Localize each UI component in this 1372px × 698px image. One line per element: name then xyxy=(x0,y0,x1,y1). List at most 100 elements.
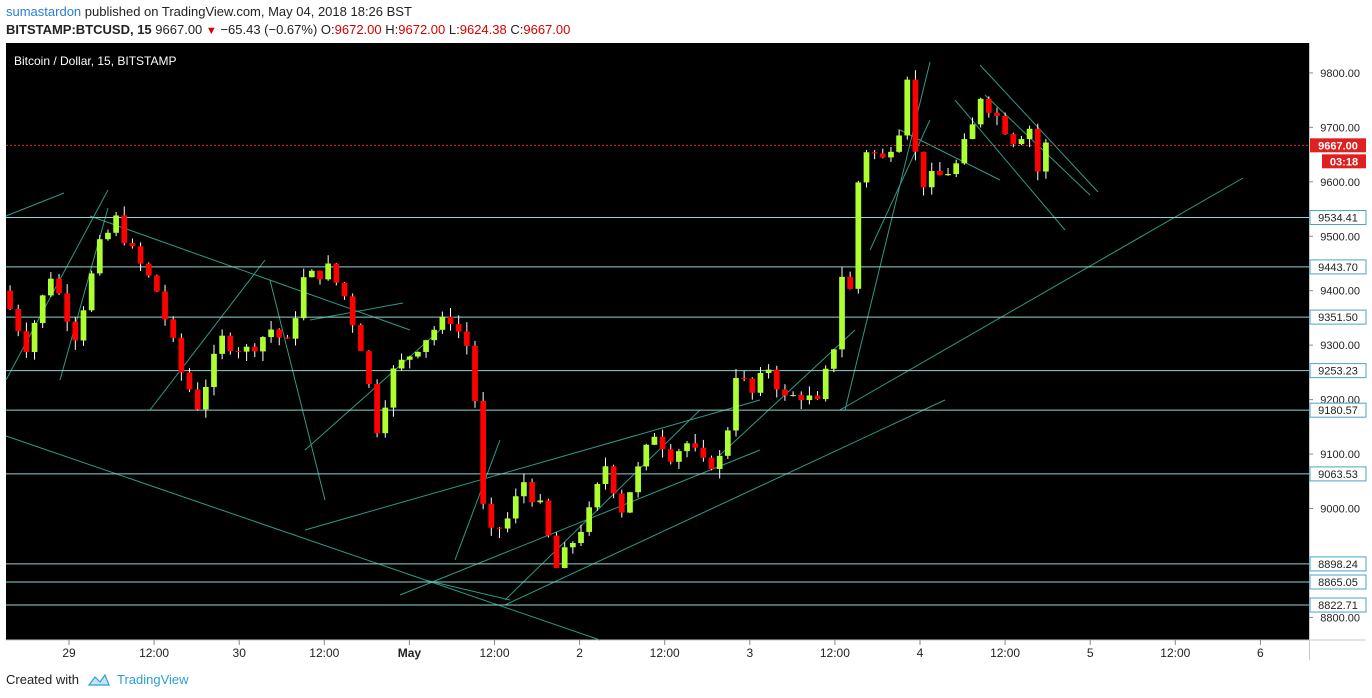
trendline xyxy=(979,64,1099,193)
candle xyxy=(129,238,136,249)
y-tick-label: 9700.00 xyxy=(1320,122,1360,134)
candle xyxy=(782,384,788,401)
candle xyxy=(937,162,943,176)
countdown-box xyxy=(1322,154,1366,169)
candle xyxy=(113,212,119,237)
level-label-box xyxy=(1309,597,1367,613)
candle xyxy=(757,367,764,397)
trendline xyxy=(5,435,601,641)
candle xyxy=(80,306,87,346)
tradingview-logo-icon xyxy=(87,673,110,686)
candle xyxy=(602,457,609,490)
candle xyxy=(1043,139,1049,179)
candle xyxy=(398,353,405,372)
candle xyxy=(447,307,454,331)
y-tick-label: 9100.00 xyxy=(1320,449,1360,461)
candle xyxy=(374,379,380,438)
level-label: 9443.70 xyxy=(1318,262,1358,274)
trendline xyxy=(454,439,501,561)
candle xyxy=(72,317,79,350)
x-tick-label: 12:00 xyxy=(990,646,1020,660)
open-label: O: xyxy=(320,22,335,37)
candle xyxy=(627,491,633,514)
candle xyxy=(423,339,429,358)
candle xyxy=(512,488,519,524)
countdown-label: 03:18 xyxy=(1330,156,1358,168)
trendline xyxy=(954,99,1066,231)
candle xyxy=(553,532,560,569)
candle xyxy=(227,332,234,355)
author-link[interactable]: sumastardon xyxy=(6,4,82,19)
candle xyxy=(88,270,95,312)
candle xyxy=(415,351,421,359)
candle xyxy=(594,482,601,511)
level-label-box xyxy=(1309,363,1367,379)
candle xyxy=(472,340,478,408)
candle xyxy=(178,333,185,381)
candle xyxy=(928,162,935,195)
symbol-summary: BITSTAMP:BTCUSD, 15 9667.00 ▼ −65.43 (−0… xyxy=(6,22,570,37)
candle xyxy=(667,443,674,465)
level-label: 9534.41 xyxy=(1318,213,1358,225)
low-label: L: xyxy=(448,22,460,37)
candle xyxy=(31,320,38,360)
tradingview-link[interactable]: TradingView xyxy=(116,672,189,687)
candle xyxy=(219,329,225,360)
published-text: published on TradingView.com, May 04, 20… xyxy=(84,4,412,19)
candle xyxy=(382,400,389,438)
level-label-box xyxy=(1309,574,1367,590)
level-label-box xyxy=(1309,466,1367,482)
candle xyxy=(814,391,821,400)
y-tick-label: 9400.00 xyxy=(1320,286,1360,298)
candle xyxy=(545,498,552,538)
candle xyxy=(896,129,902,153)
low-value: 9624.38 xyxy=(459,22,507,37)
last-price-value: 9667.00 xyxy=(155,22,203,37)
candle xyxy=(235,347,242,359)
candle xyxy=(366,350,372,388)
candle xyxy=(855,180,862,294)
candle xyxy=(904,76,911,140)
candle xyxy=(496,526,503,539)
plot-background xyxy=(6,43,1309,640)
high-value: 9672.00 xyxy=(398,22,446,37)
candle xyxy=(716,450,723,479)
candle xyxy=(839,267,845,358)
candle xyxy=(651,432,658,446)
footer: Created with TradingView xyxy=(6,672,189,687)
candle xyxy=(521,473,527,504)
level-label: 9253.23 xyxy=(1318,366,1358,378)
level-label-box xyxy=(1309,210,1367,226)
trendline xyxy=(304,329,441,451)
price-labels: 9534.41 9443.70 9351.50 9253.23 9180.57 9063.… xyxy=(1309,138,1367,613)
candle xyxy=(985,96,992,118)
candle xyxy=(561,542,568,569)
down-arrow-icon: ▼ xyxy=(205,25,217,37)
last-price-box xyxy=(1310,138,1366,153)
candle xyxy=(749,377,756,400)
candle xyxy=(300,268,307,321)
candle xyxy=(733,368,739,437)
candle xyxy=(488,497,495,536)
candle xyxy=(945,167,951,176)
candle xyxy=(798,391,805,410)
x-tick-label: May xyxy=(398,646,422,660)
candle xyxy=(463,322,470,355)
candle xyxy=(406,355,413,369)
candle xyxy=(684,441,690,458)
candle xyxy=(96,234,103,276)
candle xyxy=(260,336,266,362)
candle xyxy=(1010,132,1017,148)
trendline xyxy=(839,177,1244,411)
candle xyxy=(154,274,160,292)
x-tick-label: 2 xyxy=(576,646,583,660)
level-label-box xyxy=(1309,556,1367,572)
candle xyxy=(700,439,707,462)
candle xyxy=(635,461,641,498)
level-label: 8822.71 xyxy=(1318,600,1358,612)
candle xyxy=(969,117,976,140)
candle xyxy=(912,70,919,161)
trendline xyxy=(504,409,701,601)
candle xyxy=(439,311,446,334)
